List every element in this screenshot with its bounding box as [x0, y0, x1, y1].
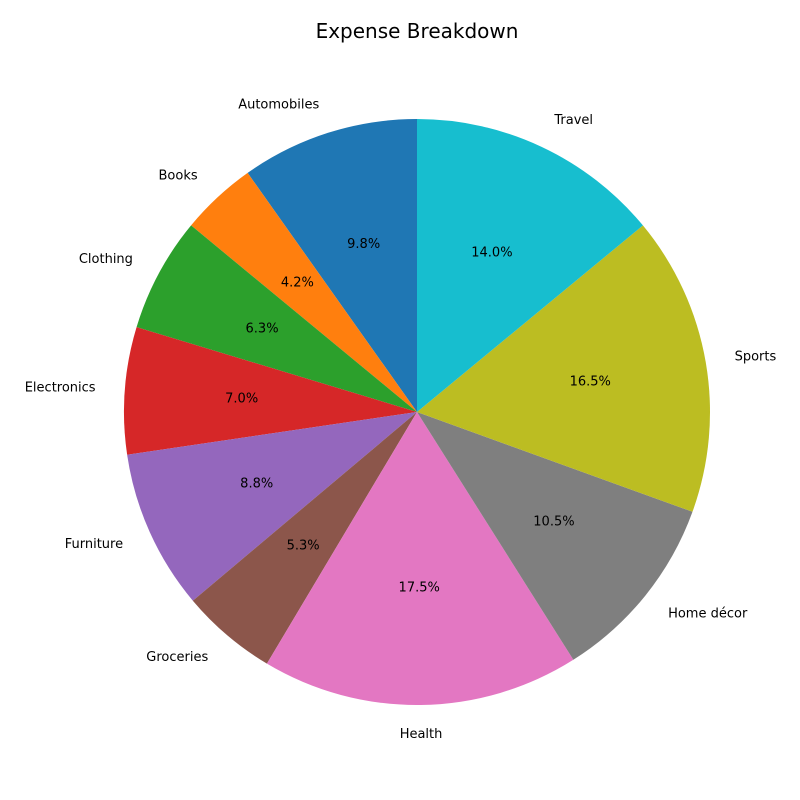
pie-slice-automobiles — [247, 119, 417, 412]
pie-slice-groceries — [192, 412, 417, 664]
category-label-home-decor: Home décor — [668, 607, 748, 622]
percent-label-electronics: 7.0% — [225, 392, 258, 407]
pie-slice-health — [266, 412, 574, 706]
chart-title: Expense Breakdown — [316, 19, 519, 43]
category-label-electronics: Electronics — [25, 381, 96, 396]
category-label-health: Health — [400, 727, 443, 742]
category-label-travel: Travel — [553, 113, 593, 128]
category-label-sports: Sports — [735, 350, 777, 365]
pie-slice-books — [191, 172, 417, 412]
percent-label-clothing: 6.3% — [246, 321, 279, 336]
percent-label-books: 4.2% — [281, 276, 314, 291]
percent-label-home-decor: 10.5% — [533, 515, 574, 530]
percent-label-groceries: 5.3% — [287, 538, 320, 553]
percent-label-health: 17.5% — [399, 580, 440, 595]
pie-slices — [124, 118, 711, 706]
percentage-labels: 9.8% 4.2% 6.3% 7.0% 8.8% 5.3% 17.5% 10.5% 16.5% 1… — [225, 237, 611, 595]
percent-label-travel: 14.0% — [471, 245, 512, 260]
pie-slice-home-decor — [417, 412, 693, 660]
pie-slice-sports — [417, 225, 711, 512]
percent-label-automobiles: 9.8% — [347, 237, 380, 252]
category-label-furniture: Furniture — [65, 537, 123, 552]
category-label-books: Books — [159, 168, 198, 183]
category-label-automobiles: Automobiles — [238, 97, 319, 112]
category-label-groceries: Groceries — [146, 650, 208, 665]
pie-slice-clothing — [136, 225, 417, 412]
category-labels: Automobiles Books Clothing Electronics Furni… — [25, 97, 777, 741]
pie-slice-electronics — [124, 327, 417, 455]
percent-label-sports: 16.5% — [570, 375, 611, 390]
category-label-clothing: Clothing — [79, 252, 133, 267]
percent-label-furniture: 8.8% — [240, 477, 273, 492]
pie-slice-furniture — [127, 412, 417, 601]
pie-slice-travel — [417, 118, 643, 412]
